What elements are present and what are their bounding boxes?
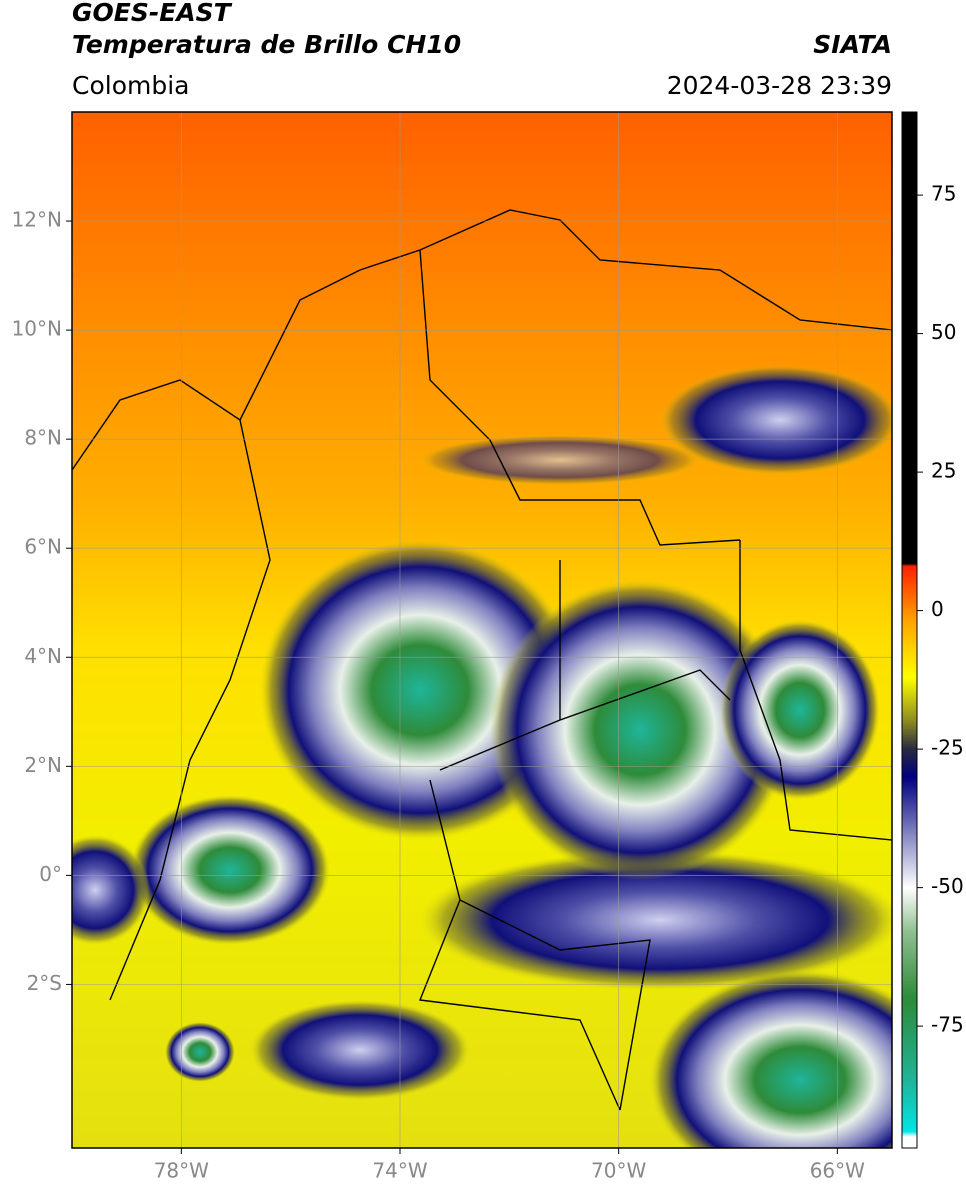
cloud: [420, 435, 700, 485]
colorbar-gradient: [901, 111, 918, 1149]
borders: [72, 209, 892, 1111]
region: Colombia: [72, 71, 189, 100]
x-tick-label: 66°W: [810, 1159, 865, 1183]
y-tick-label: 0°: [39, 862, 62, 886]
colorbar-label: -50: [931, 874, 964, 898]
colorbar: 75 50 25 0 -25 -50 -75: [901, 111, 964, 1149]
cloud: [420, 850, 892, 990]
cloud: [720, 620, 880, 800]
y-tick-label: 10°N: [12, 317, 62, 341]
map-frame: [71, 111, 893, 1149]
colorbar-label: 50: [931, 320, 956, 344]
cloud: [660, 365, 892, 475]
cloud: [250, 1000, 470, 1100]
y-tick-label: 6°N: [24, 535, 62, 559]
timestamp: 2024-03-28 23:39: [667, 71, 892, 100]
colorbar-label: -25: [931, 736, 964, 760]
graticule: 78°W 74°W 70°W 66°W 12°N 10°N 8°N 6°N 4°N 2°N 0° 2°…: [12, 112, 892, 1183]
y-tick-label: 2°N: [24, 753, 62, 777]
subtitle: Temperatura de Brillo CH10: [72, 30, 461, 59]
y-tick-label: 8°N: [24, 426, 62, 450]
cloud: [72, 835, 150, 945]
cloud: [490, 580, 790, 880]
y-tick-label: 2°S: [27, 971, 62, 995]
source: SIATA: [813, 30, 892, 59]
y-tick-label: 4°N: [24, 644, 62, 668]
title: GOES-EAST: [72, 0, 233, 27]
cloud: [650, 970, 892, 1148]
cloud: [130, 795, 330, 945]
x-tick-label: 70°W: [591, 1159, 646, 1183]
colorbar-label: 0: [931, 597, 944, 621]
colorbar-label: 25: [931, 459, 956, 483]
cloud: [165, 1022, 235, 1082]
colorbar-label: -75: [931, 1013, 964, 1037]
y-tick-label: 12°N: [12, 208, 62, 232]
imagery: [72, 112, 892, 1148]
colorbar-label: 75: [931, 182, 956, 206]
x-tick-label: 78°W: [154, 1159, 209, 1183]
x-tick-label: 74°W: [372, 1159, 427, 1183]
